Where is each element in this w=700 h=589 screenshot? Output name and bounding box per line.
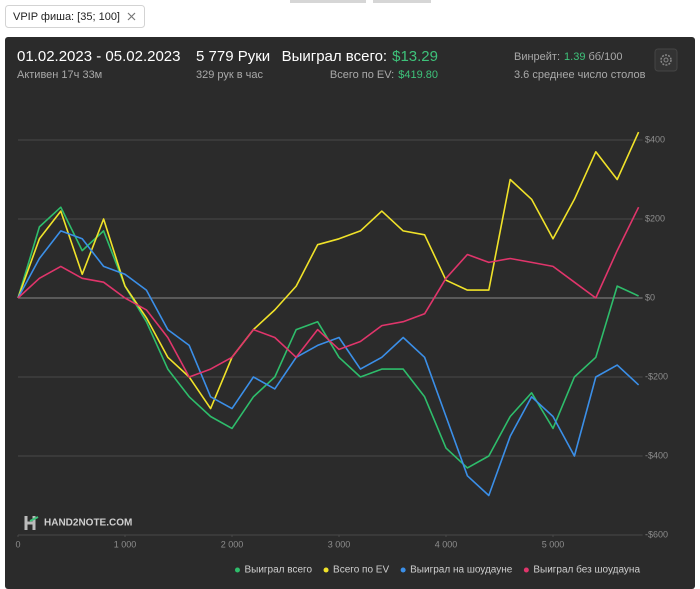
winrate-label: Винрейт: xyxy=(514,51,560,63)
filter-label: VPIP фиша: [35; 100] xyxy=(13,11,120,23)
watermark: HAND2NOTE.COM xyxy=(44,518,132,529)
ev-value: $419.80 xyxy=(398,69,438,81)
legend-label: Выиграл без шоудауна xyxy=(533,564,640,576)
legend-label: Выиграл всего xyxy=(244,565,312,576)
tables: 3.6 среднее число столов xyxy=(514,69,646,81)
winrate-unit: бб/100 xyxy=(588,51,622,63)
x-tick-label: 1 000 xyxy=(114,539,137,549)
x-tick-label: 5 000 xyxy=(542,539,565,549)
y-tick-label: $400 xyxy=(645,134,665,144)
y-tick-label: -$400 xyxy=(645,450,668,460)
settings-button[interactable] xyxy=(654,48,678,72)
hands-per-hour: 329 рук в час xyxy=(196,69,264,81)
legend-swatch xyxy=(400,567,406,573)
watermark-logo xyxy=(24,516,39,530)
top-tab xyxy=(290,0,366,3)
winrate: Винрейт: 1.39 бб/100 xyxy=(514,51,622,63)
top-tab xyxy=(373,0,431,3)
won-label: Выиграл всего: xyxy=(282,48,388,65)
filter-close[interactable] xyxy=(127,12,136,21)
legend-swatch xyxy=(523,567,529,573)
legend-swatch xyxy=(323,567,329,573)
x-tick-label: 4 000 xyxy=(435,539,458,549)
y-tick-label: $0 xyxy=(645,292,655,302)
ev-total: Всего по EV: $419.80 xyxy=(330,69,438,81)
x-tick-label: 2 000 xyxy=(221,539,244,549)
period: 01.02.2023 - 05.02.2023 xyxy=(17,48,180,65)
plot: -$600 -$400 -$200 $0 $200 $400 0 1 000 2 000 3 00… xyxy=(15,131,668,549)
series-line xyxy=(17,131,640,410)
x-tick-label: 0 xyxy=(15,539,20,549)
hands: 5 779 Руки xyxy=(196,48,270,65)
series-line xyxy=(17,230,640,497)
active-time: Активен 17ч 33м xyxy=(17,69,102,81)
series-line xyxy=(17,206,640,378)
filter-chip[interactable] xyxy=(5,5,145,28)
legend-label: Всего по EV xyxy=(333,565,389,576)
x-tick-label: 3 000 xyxy=(328,539,351,549)
y-tick-label: -$600 xyxy=(645,529,668,539)
won-value: $13.29 xyxy=(392,48,438,65)
won-total: Выиграл всего: $13.29 xyxy=(282,48,438,65)
y-tick-label: $200 xyxy=(645,213,665,223)
panel xyxy=(5,37,695,589)
legend-swatch xyxy=(234,567,240,573)
legend-label: Выиграл на шоудауне xyxy=(410,565,513,576)
y-tick-label: -$200 xyxy=(645,371,668,381)
legend: Выиграл всего Всего по EV Выиграл на шоуда… xyxy=(234,564,640,576)
winrate-value: 1.39 xyxy=(564,51,585,63)
ev-label: Всего по EV: xyxy=(330,69,394,81)
